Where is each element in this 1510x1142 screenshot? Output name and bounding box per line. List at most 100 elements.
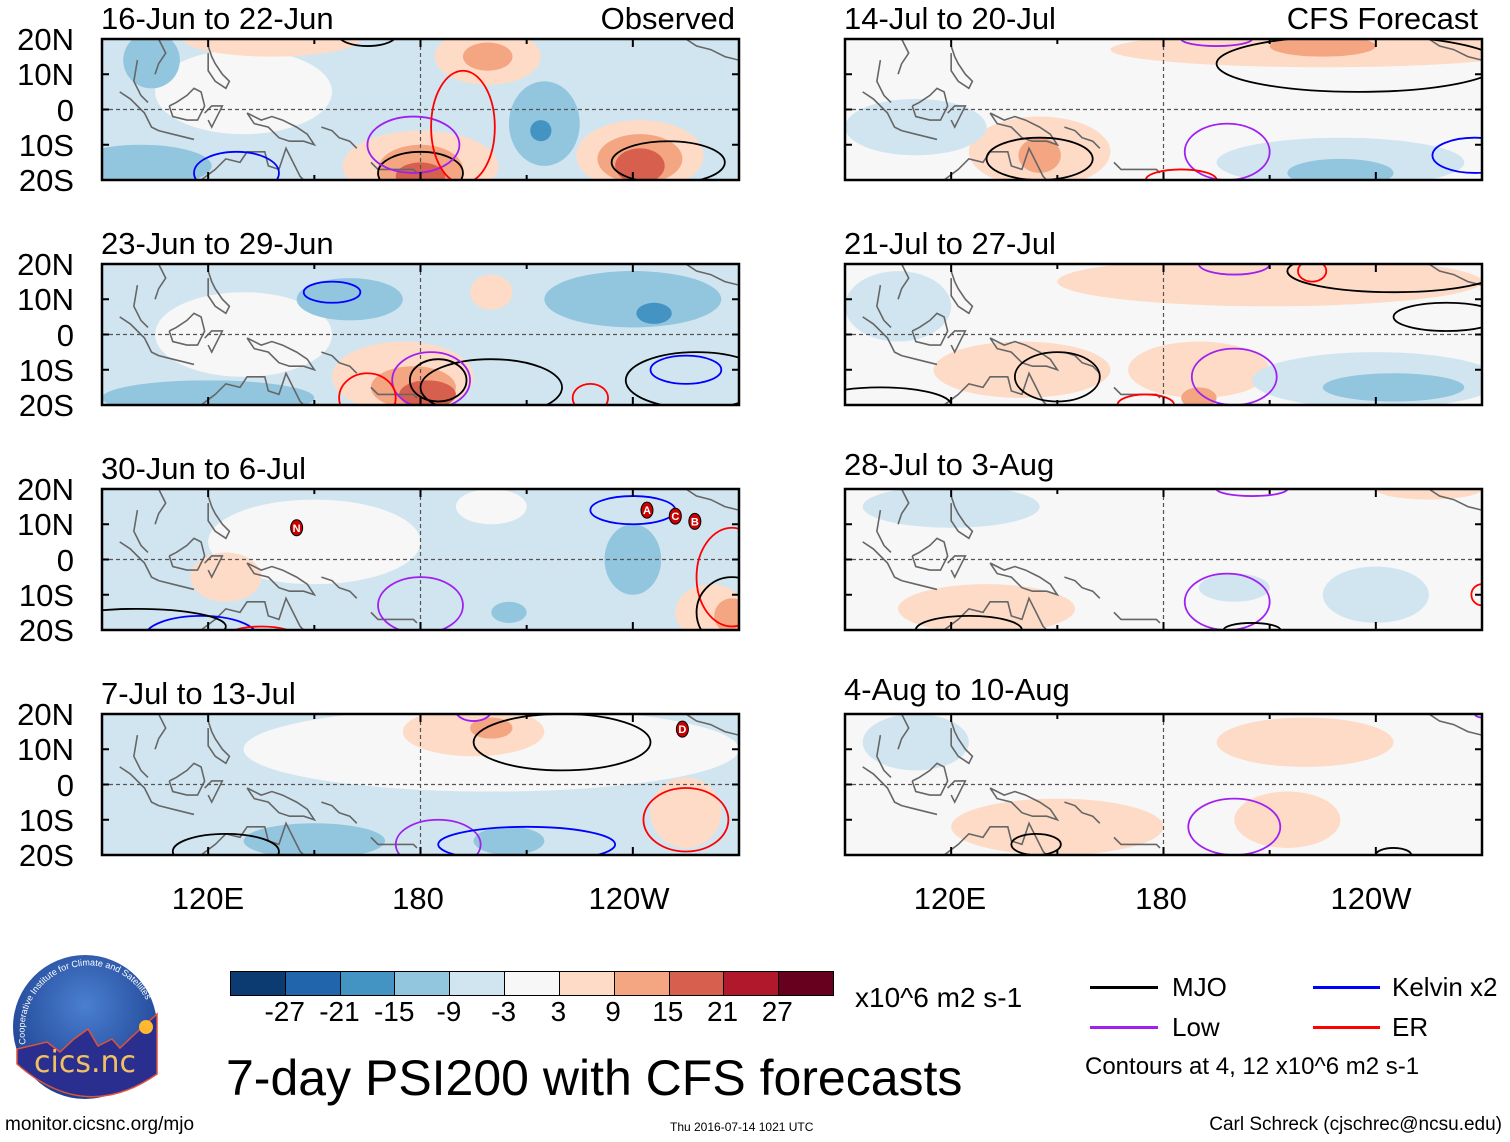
anomaly-shading	[183, 39, 361, 57]
contour-low	[1215, 489, 1289, 497]
coastline	[119, 316, 159, 357]
contour-mjo	[845, 386, 953, 405]
coastline	[168, 87, 206, 121]
coastline	[133, 735, 149, 779]
contour-kelvin	[193, 150, 280, 180]
coastline	[942, 596, 1048, 630]
y-tick-label: 0	[56, 317, 74, 353]
coastline	[897, 489, 910, 525]
contour-mjo	[624, 351, 739, 405]
legend-label-kelvin: Kelvin x2	[1392, 972, 1498, 1002]
contour-low	[1187, 797, 1282, 855]
coastline	[321, 801, 358, 824]
anomaly-shading	[1181, 387, 1217, 405]
coastline	[199, 371, 305, 405]
coastline	[1064, 351, 1101, 374]
legend-swatch-low	[1090, 1026, 1158, 1029]
anomaly-shading	[1287, 158, 1394, 180]
coastline	[321, 576, 358, 599]
contour-er	[232, 625, 291, 630]
coastline	[862, 541, 902, 582]
coastline	[370, 161, 418, 174]
coastline	[989, 787, 1060, 822]
panel-title: 14-Jul to 20-Jul	[844, 1, 1056, 36]
coastline	[950, 45, 974, 90]
colorbar-tick-label: 27	[761, 996, 793, 1027]
coastline	[154, 264, 167, 300]
coastline	[897, 714, 910, 750]
panel-title: 7-Jul to 13-Jul	[101, 676, 296, 711]
colorbar-swatch	[284, 972, 340, 995]
coastline	[862, 91, 902, 132]
anomaly-shading	[1322, 373, 1465, 402]
anomaly-shading	[102, 144, 212, 180]
cicsnc-logo: cics.nc Cooperative Institute for Climat…	[13, 955, 158, 1099]
contour-low	[1197, 264, 1271, 276]
colorbar	[230, 971, 834, 996]
coastline	[876, 60, 892, 104]
y-tick-label: 20S	[18, 388, 74, 423]
contour-er	[1144, 168, 1218, 180]
legend-label-low: Low	[1172, 1012, 1220, 1042]
coastline	[947, 780, 967, 804]
coastline	[901, 804, 938, 816]
y-tick-label: 10S	[18, 352, 74, 388]
map-panel: D	[100, 712, 741, 857]
x-tick-label-left: 120W	[588, 881, 670, 916]
y-tick-label: 0	[56, 767, 74, 803]
storm-marker: A	[640, 501, 654, 519]
panel-title: 30-Jun to 6-Jul	[101, 451, 307, 486]
coastline	[119, 766, 159, 807]
colorbar-swatch	[558, 972, 614, 995]
legend-label-mjo: MJO	[1172, 972, 1227, 1002]
contour-mjo	[408, 358, 468, 403]
y-tick-label: 10N	[17, 732, 74, 768]
anomaly-shading	[1322, 566, 1429, 623]
anomaly-shading	[190, 552, 262, 602]
map-panel	[843, 37, 1484, 182]
coastline	[1428, 489, 1482, 511]
colorbar-tick-label: -9	[436, 996, 462, 1027]
colorbar-tick-label: 21	[706, 996, 739, 1027]
contour-er	[695, 526, 739, 628]
coastline	[246, 787, 317, 822]
colorbar-swatch	[231, 972, 285, 995]
coastline	[119, 541, 159, 582]
anomaly-shading	[399, 380, 456, 405]
coastline	[199, 821, 305, 855]
colorbar-swatch	[778, 972, 833, 995]
panel-title: 4-Aug to 10-Aug	[844, 672, 1070, 707]
legend-swatch-kelvin	[1313, 986, 1380, 989]
colorbar-tick-label: -21	[319, 996, 360, 1027]
panel-label: CFS Forecast	[1286, 1, 1478, 36]
coastline	[204, 780, 224, 804]
contour-kelvin	[437, 825, 617, 855]
anomaly-shading	[473, 826, 545, 855]
coastline	[1064, 126, 1101, 149]
x-tick-label-right: 120W	[1330, 881, 1412, 916]
y-tick-label: 20N	[17, 22, 74, 57]
coastline	[950, 270, 974, 315]
coastline	[133, 285, 149, 329]
anomaly-shading	[1216, 717, 1394, 767]
contour-kelvin	[1431, 136, 1482, 174]
x-tick-label-right: 120E	[913, 881, 987, 916]
colorbar-swatch	[723, 972, 779, 995]
coastline	[942, 821, 1048, 855]
footer-url[interactable]: monitor.cicsnc.org/mjo	[5, 1114, 195, 1135]
coastline	[989, 112, 1060, 147]
contour-mjo	[339, 39, 396, 47]
colorbar-swatch	[504, 972, 559, 995]
coastline	[154, 39, 167, 75]
contour-er	[430, 69, 496, 180]
coastline	[119, 91, 159, 132]
coastline	[685, 264, 739, 286]
contour-low	[455, 714, 492, 722]
anomaly-shading	[395, 162, 446, 180]
contour-note: Contours at 4, 12 x10^6 m2 s-1	[1085, 1053, 1420, 1080]
coastline	[685, 714, 739, 736]
y-tick-label: 10N	[17, 507, 74, 543]
panel-title: 23-Jun to 29-Jun	[101, 226, 334, 261]
anomaly-shading	[1269, 39, 1376, 57]
coastline	[685, 489, 739, 511]
